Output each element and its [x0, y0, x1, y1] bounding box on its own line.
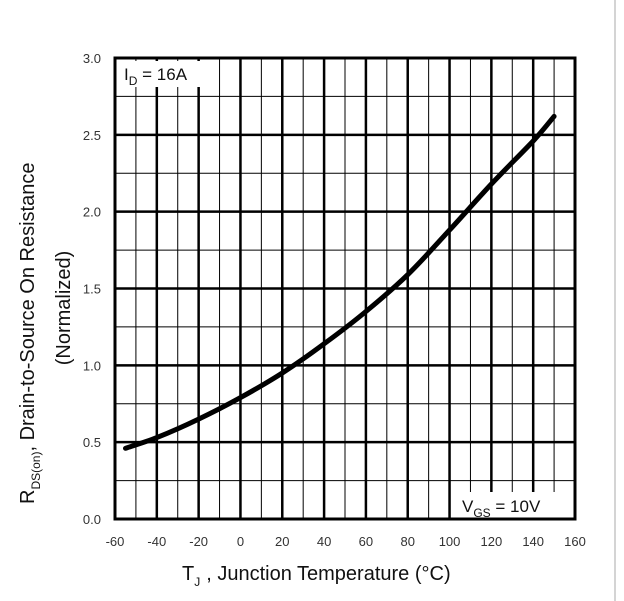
y-tick-label: 1.0	[83, 358, 101, 373]
grid	[113, 56, 577, 521]
x-tick-label: 100	[439, 534, 461, 549]
series-line-rds-on	[123, 113, 557, 451]
vgs-annotation: VGS = 10V	[462, 497, 541, 520]
y-tick-label: 0.0	[83, 512, 101, 527]
x-tick-label: 40	[317, 534, 331, 549]
x-tick-label: 60	[359, 534, 373, 549]
window-edge	[614, 0, 616, 601]
y-tick-label: 0.5	[83, 435, 101, 450]
id-annotation-box	[118, 61, 212, 87]
data-series	[123, 113, 557, 451]
y-tick-label: 2.5	[83, 128, 101, 143]
x-tick-label: 120	[481, 534, 503, 549]
x-tick-label: 140	[522, 534, 544, 549]
x-tick-label: 160	[564, 534, 586, 549]
tick-labels: -60 -40 -20 0 20 40 60 80 100 120 140 160 0.0 0.5 1.0 1…	[83, 51, 586, 549]
y-tick-label: 2.0	[83, 205, 101, 220]
y-tick-label: 3.0	[83, 51, 101, 66]
vgs-annotation-box	[458, 492, 570, 518]
x-tick-label: -40	[147, 534, 166, 549]
x-tick-label: 0	[237, 534, 244, 549]
y-axis-label-normalized: (Normalized)	[53, 251, 75, 365]
y-tick-label: 1.5	[83, 282, 101, 297]
x-tick-label: 80	[400, 534, 414, 549]
x-axis-label: TJ, Junction Temperature (°C)	[182, 563, 451, 589]
x-tick-label: -20	[189, 534, 208, 549]
y-axis-label: RDS(on), Drain-to-Source On Resistance	[17, 163, 43, 504]
x-tick-label: -60	[106, 534, 125, 549]
id-annotation: ID = 16A	[124, 65, 188, 88]
plot-frame	[113, 56, 577, 521]
x-tick-label: 20	[275, 534, 289, 549]
